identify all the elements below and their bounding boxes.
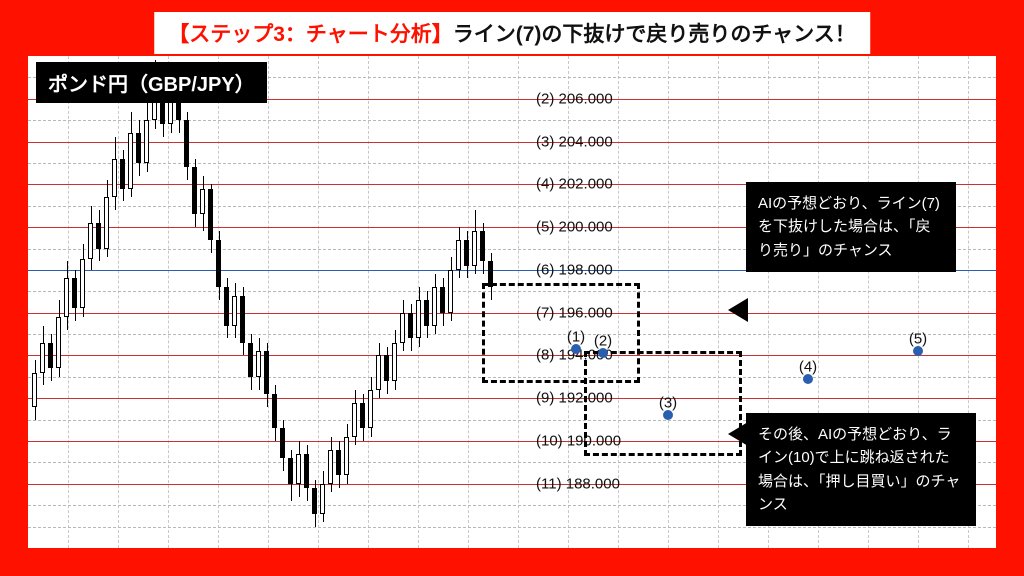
candle-body [448,270,453,313]
candle-body [32,373,37,407]
title-rest: ライン(7)の下抜けで戻り売りのチャンス！ [453,23,856,46]
candle-body [400,313,405,343]
candle-body [464,240,469,266]
chart-box: ポンド円（GBP/JPY） (2) 206.000 (3) 204.000 (4) … [28,56,996,548]
grid-v [668,56,669,548]
level-line-3 [28,142,996,143]
grid-v [268,56,269,548]
candle-body [432,287,437,326]
level-line-9 [28,398,996,399]
forecast-label-4: (4) [799,359,817,376]
candle-body [312,488,317,514]
level-label-3: (3) 204.000 [536,133,613,150]
candle-body [136,133,141,163]
candle-body [104,197,109,248]
candle-body [272,394,277,428]
candle-body [440,287,445,313]
candle-body [112,159,117,198]
candle-body [192,167,197,214]
candle-body [416,300,421,339]
candle-body [376,355,381,389]
candle-body [424,300,429,326]
candle-body [184,120,189,167]
candle-body [328,450,333,484]
candle-body [264,351,269,394]
grid-v [168,56,169,548]
forecast-label-1: (1) [567,329,585,346]
candle-body [56,317,61,368]
candle-body [352,403,357,437]
grid-h [28,163,996,164]
candle-body [48,343,53,369]
callout-tail-c2 [728,422,748,446]
grid-v [718,56,719,548]
forecast-label-3: (3) [659,395,677,412]
candle-body [224,287,229,326]
candle-body [336,450,341,476]
candle-body [480,231,485,261]
candle-body [456,240,461,270]
level-label-6: (6) 198.000 [536,261,613,278]
candle-body [88,223,93,259]
level-label-4: (4) 202.000 [536,176,613,193]
candle-body [296,454,301,484]
callout-tail-c1 [728,298,748,322]
candle-body [344,437,349,476]
candle-body [280,428,285,458]
candle-body [208,189,213,240]
callout-c2: その後、AIの予想どおり、ライン(10)で上に跳ね返された場合は、「押し目買い」… [746,413,976,526]
callout-c1: AIの予想どおり、ライン(7)を下抜けした場合は、「戻り売り」のチャンス [746,182,956,272]
candle-body [248,343,253,377]
candle-body [256,351,261,377]
grid-v [318,56,319,548]
candle-body [360,403,365,429]
candle-body [64,278,69,317]
grid-v [468,56,469,548]
candle-body [96,223,101,249]
candle-body [144,120,149,163]
grid-v [368,56,369,548]
candle-body [72,278,77,308]
frame: 【ステップ3：チャート分析】ライン(7)の下抜けで戻り売りのチャンス！ ポンド円… [0,0,1024,576]
candle-body [216,240,221,287]
candle-body [392,343,397,382]
candle-body [200,189,205,215]
candle-body [120,159,125,189]
candle-body [288,458,293,484]
title-prefix: 【ステップ3：チャート分析】 [168,23,452,46]
candle-body [40,343,45,373]
candle-body [240,296,245,343]
candle-body [304,454,309,488]
candle-body [80,259,85,308]
grid-v [218,56,219,548]
grid-h [28,120,996,121]
candle-body [232,296,237,326]
candle-body [408,313,413,339]
pair-label: ポンド円（GBP/JPY） [36,62,267,103]
grid-h [28,527,996,528]
candle-body [472,231,477,265]
candle-body [128,133,133,189]
level-label-2: (2) 206.000 [536,90,613,107]
level-label-5: (5) 200.000 [536,219,613,236]
forecast-label-5: (5) [909,331,927,348]
forecast-label-2: (2) [594,333,612,350]
title-bar: 【ステップ3：チャート分析】ライン(7)の下抜けで戻り売りのチャンス！ [154,12,870,54]
candle-body [368,390,373,429]
level-label-11: (11) 188.000 [536,475,620,492]
candle-body [320,484,325,514]
grid-v [118,56,119,548]
candle-body [384,355,389,381]
